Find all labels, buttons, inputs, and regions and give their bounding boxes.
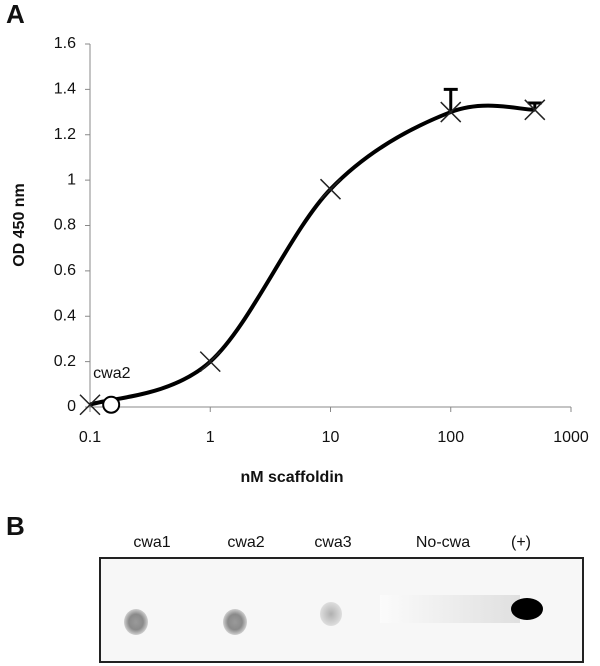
x-tick-label: 0.1 [79, 429, 101, 446]
y-tick-label: 0.2 [54, 353, 76, 370]
plot: 0 0.2 0.4 0.6 0.8 1 1.2 1.4 1.6 0.1 1 10 100 1000 cwa2 [54, 35, 589, 446]
y-axis-title: OD 450 nm [11, 183, 28, 267]
fit-line [89, 103, 535, 407]
x-tick-label: 10 [322, 429, 340, 446]
data-point [524, 99, 546, 121]
x-tick-label: 1000 [553, 429, 589, 446]
lane-label: No-cwa [416, 534, 470, 551]
lane-label: (+) [511, 534, 531, 551]
blot-smear [380, 595, 520, 623]
error-bar [443, 87, 458, 113]
lane-label: cwa2 [227, 534, 264, 551]
y-tick-label: 0.6 [54, 262, 76, 279]
lane-label: cwa3 [314, 534, 351, 551]
x-axis-title: nM scaffoldin [240, 469, 343, 486]
data-point [79, 394, 101, 416]
y-tick-label: 1.4 [54, 81, 76, 98]
blot-spot [320, 602, 342, 626]
annotation-point [102, 395, 121, 414]
y-tick-label: 0 [67, 398, 76, 415]
data-point [319, 178, 342, 200]
x-tick-label: 100 [437, 429, 464, 446]
y-tick-label: 1.6 [54, 35, 76, 52]
y-tick-label: 1.2 [54, 126, 76, 143]
blot-spot [124, 609, 148, 635]
error-bar [527, 101, 542, 110]
y-tick-label: 1 [67, 171, 76, 188]
data-point [199, 351, 221, 373]
annotation-label: cwa2 [93, 365, 130, 382]
panel-label: B [6, 511, 25, 541]
lane-labels: cwa1 cwa2 cwa3 No-cwa (+) [133, 534, 531, 551]
x-tick-label: 1 [206, 429, 215, 446]
data-point [440, 101, 462, 123]
y-tick-label: 0.4 [54, 307, 76, 324]
lane-label: cwa1 [133, 534, 170, 551]
panel-label: A [6, 0, 25, 29]
blot-spot [223, 609, 247, 635]
y-tick-label: 0.8 [54, 217, 76, 234]
blot-spot [511, 598, 543, 620]
